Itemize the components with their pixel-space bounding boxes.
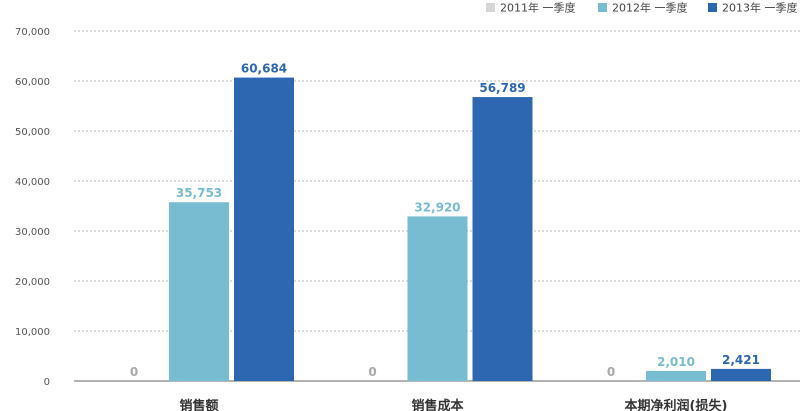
data-label: 56,789 [479,81,525,95]
legend-label: 2013年 一季度 [722,1,798,15]
y-tick-label: 20,000 [15,277,50,288]
y-axis: 0 10,000 20,000 30,000 40,000 50,000 60,000 70,… [15,27,50,388]
x-category-label: 销售额 [179,398,218,411]
x-axis: 销售额 销售成本 本期净利润(损失) [179,398,727,411]
bar [646,370,706,381]
y-tick-label: 70,000 [15,27,50,38]
bar [711,368,771,381]
data-label: 35,753 [176,186,222,200]
data-labels: 0 35,753 60,684 0 32,920 56,789 0 2,010 2,421 [130,62,760,379]
chart-legend: 2011年 一季度 2012年 一季度 2013年 一季度 [486,1,798,15]
y-tick-label: 30,000 [15,227,50,238]
legend-swatch [598,3,607,12]
data-label: 2,010 [657,355,695,369]
bar [407,216,468,381]
y-tick-label: 50,000 [15,127,50,138]
x-category-label: 销售成本 [411,398,463,411]
bar [169,202,229,381]
bar [472,97,533,382]
data-label: 0 [607,365,615,379]
bar-series [169,77,771,382]
y-tick-label: 10,000 [15,327,50,338]
y-tick-label: 0 [44,377,50,388]
data-label: 0 [368,365,376,379]
legend-swatch [708,3,717,12]
data-label: 60,684 [241,62,287,76]
data-label: 32,920 [414,200,460,214]
bar [234,77,294,381]
legend-label: 2011年 一季度 [500,1,576,15]
data-label: 2,421 [722,353,760,367]
y-tick-label: 40,000 [15,177,50,188]
legend-label: 2012年 一季度 [612,1,688,15]
data-label: 0 [130,365,138,379]
y-tick-label: 60,000 [15,77,50,88]
legend-swatch [486,3,495,12]
x-category-label: 本期净利润(损失) [625,398,728,411]
